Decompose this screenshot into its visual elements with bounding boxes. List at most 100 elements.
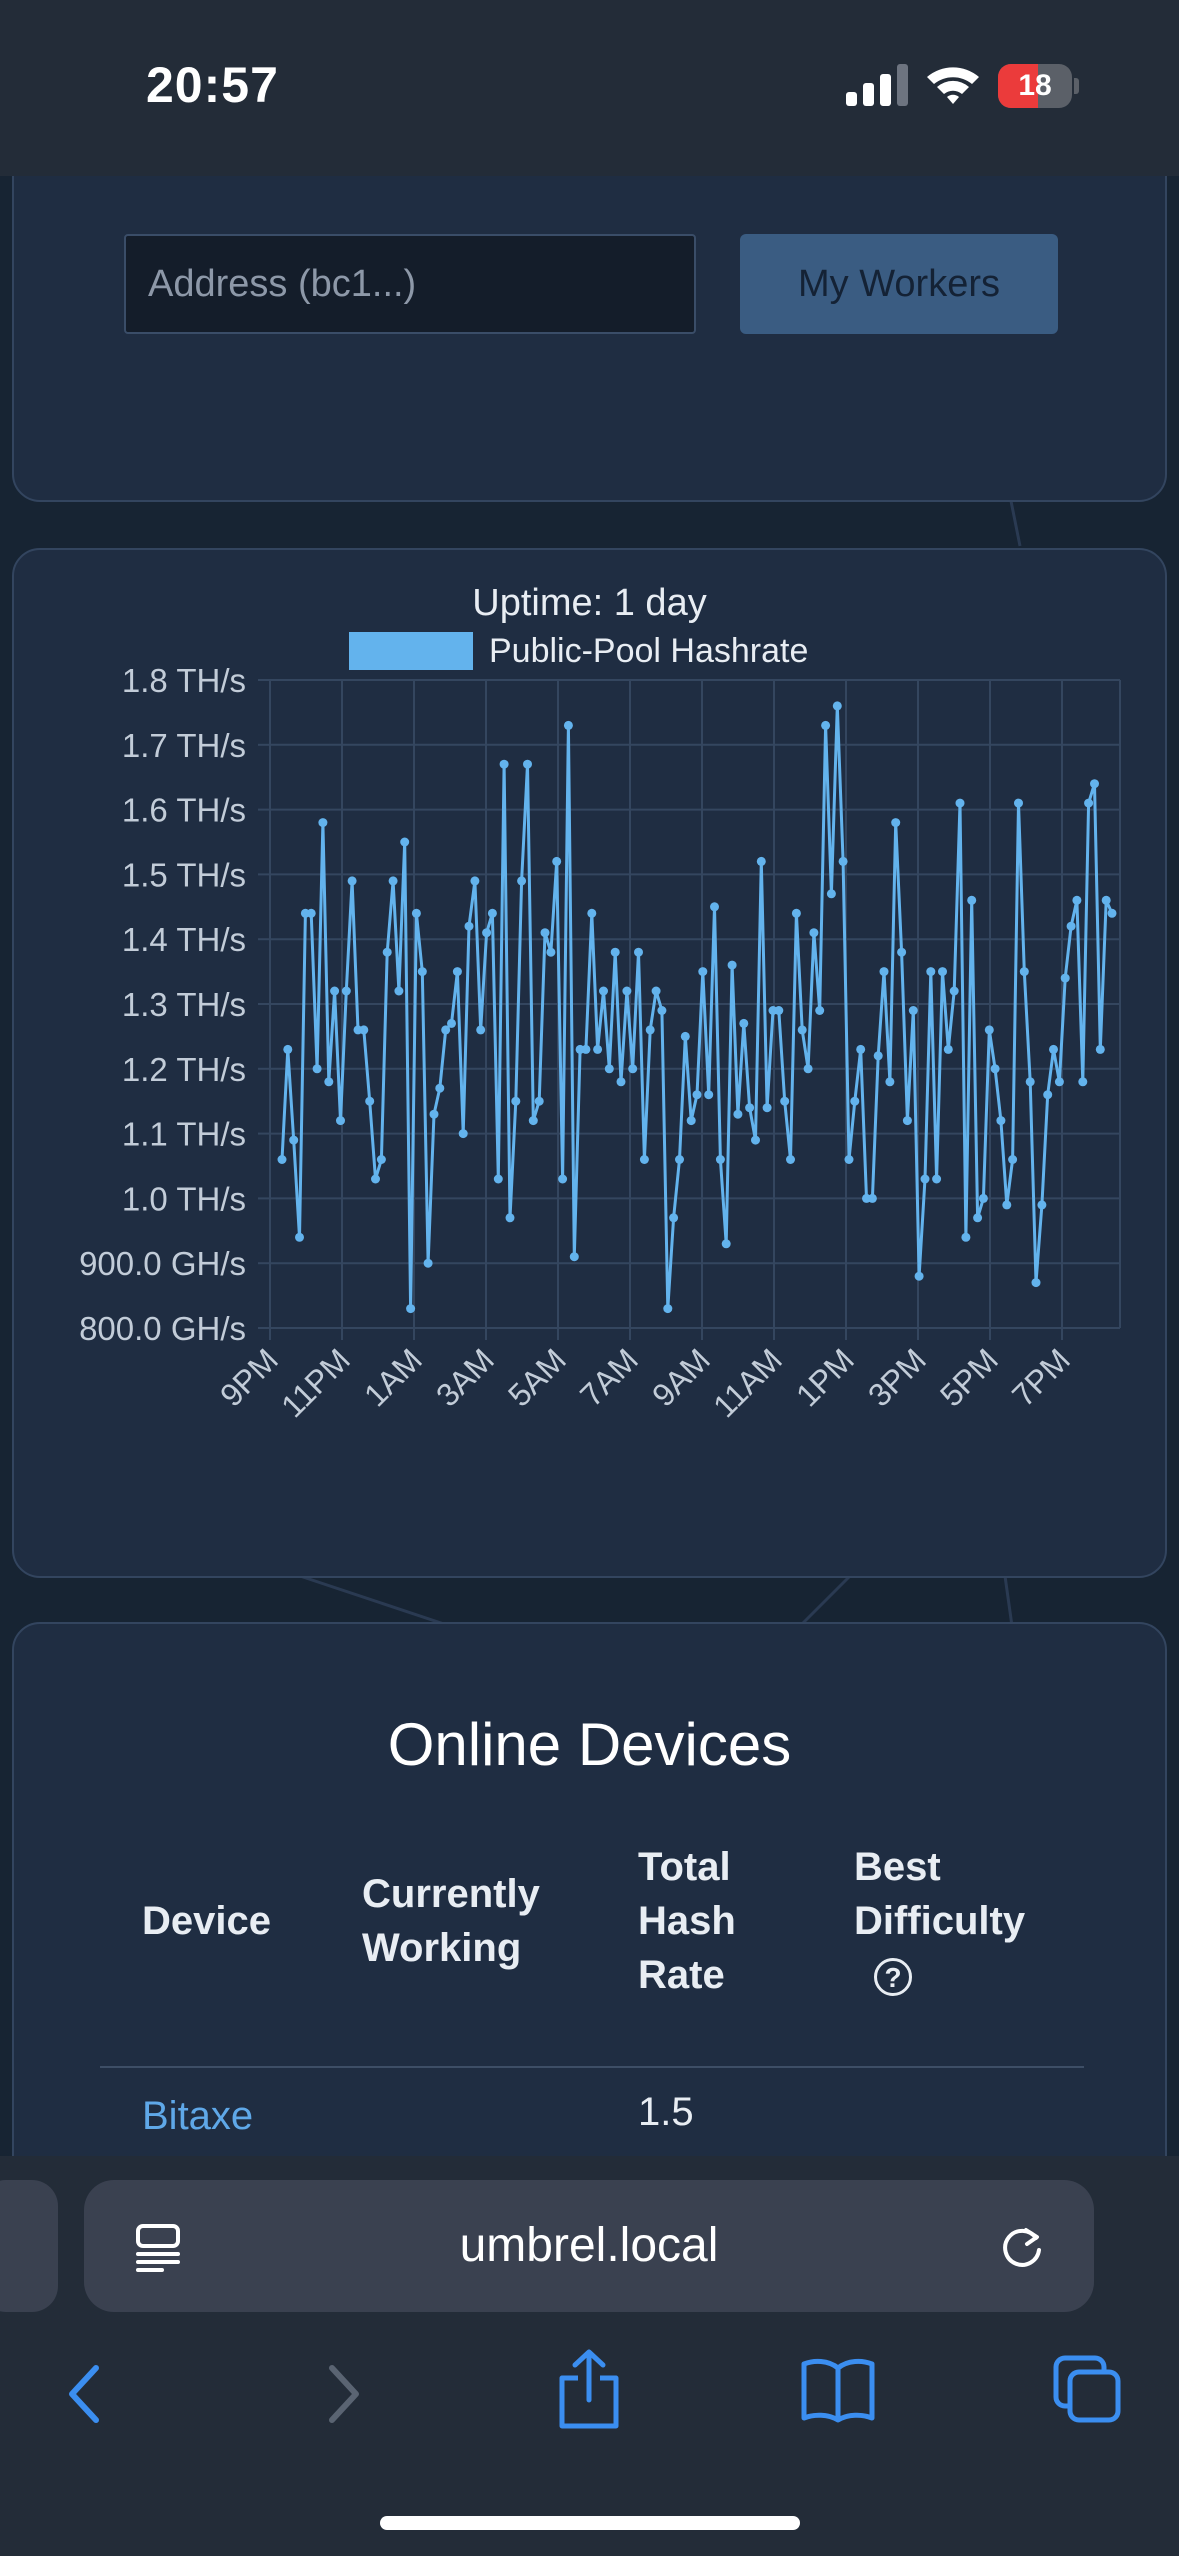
hashrate-point[interactable] [318,818,328,828]
hashrate-point[interactable] [388,876,398,886]
hashrate-point[interactable] [289,1135,299,1145]
hashrate-point[interactable] [599,986,608,996]
hashrate-point[interactable] [879,967,889,977]
hashrate-point[interactable] [552,856,562,866]
hashrate-point[interactable] [920,1174,930,1184]
hashrate-point[interactable] [365,1096,375,1106]
hashrate-point[interactable] [411,908,421,918]
hashrate-point[interactable] [826,889,836,899]
share-icon[interactable] [554,2348,624,2432]
hashrate-point[interactable] [639,1155,649,1164]
hashrate-point[interactable] [1049,1044,1058,1054]
hashrate-point[interactable] [283,1044,293,1054]
web-page[interactable]: My Workers Uptime: 1 day Public-Pool Has… [0,176,1179,2156]
legend-label[interactable]: Public-Pool Hashrate [489,632,808,670]
hashrate-point[interactable] [1101,895,1111,905]
hashrate-point[interactable] [382,947,392,957]
hashrate-point[interactable] [949,986,959,996]
hashrate-point[interactable] [1072,895,1082,905]
hashrate-point[interactable] [984,1025,994,1035]
hashrate-point[interactable] [505,1213,515,1223]
hashrate-point[interactable] [1084,798,1094,808]
hashrate-point[interactable] [400,837,410,847]
hashrate-point[interactable] [762,1103,772,1113]
hashrate-point[interactable] [786,1155,795,1164]
hashrate-point[interactable] [897,947,907,957]
hashrate-point[interactable] [686,1116,696,1126]
hashrate-point[interactable] [417,967,427,977]
hashrate-point[interactable] [1054,1077,1064,1087]
hashrate-point[interactable] [429,1109,439,1119]
back-icon[interactable] [62,2362,110,2426]
hashrate-point[interactable] [710,902,719,912]
bookmarks-icon[interactable] [800,2356,876,2424]
hashrate-point[interactable] [634,947,643,957]
hashrate-point[interactable] [1037,1200,1047,1210]
hashrate-point[interactable] [277,1155,287,1164]
hashrate-point[interactable] [1066,921,1076,931]
hashrate-point[interactable] [669,1213,679,1223]
hashrate-point[interactable] [604,1064,614,1074]
my-workers-button[interactable]: My Workers [740,234,1058,334]
hashrate-point[interactable] [739,1018,749,1028]
hashrate-point[interactable] [295,1232,304,1242]
url-text[interactable]: umbrel.local [459,2219,719,2272]
tabs-icon[interactable] [1052,2354,1124,2426]
hashrate-point[interactable] [891,818,901,828]
hashrate-point[interactable] [645,1025,655,1035]
hashrate-point[interactable] [692,1090,702,1100]
hashrate-point[interactable] [721,1239,731,1249]
hashrate-point[interactable] [651,986,661,996]
hashrate-point[interactable] [1019,967,1029,977]
hashrate-point[interactable] [458,1129,468,1139]
hashrate-point[interactable] [791,908,801,918]
hashrate-point[interactable] [838,856,848,866]
hashrate-point[interactable] [1025,1077,1035,1087]
hashrate-point[interactable] [406,1304,416,1314]
hashrate-point[interactable] [1031,1278,1041,1288]
hashrate-point[interactable] [1095,1044,1105,1054]
hashrate-point[interactable] [908,1006,918,1015]
hashrate-point[interactable] [873,1051,883,1061]
hashrate-point[interactable] [902,1116,912,1126]
hashrate-point[interactable] [534,1096,544,1106]
hashrate-point[interactable] [336,1116,345,1126]
hashrate-point[interactable] [341,986,351,996]
hashrate-point[interactable] [482,928,492,938]
hashrate-point[interactable] [797,1025,807,1035]
hashrate-point[interactable] [1014,798,1023,808]
hashrate-point[interactable] [867,1193,877,1203]
hashrate-point[interactable] [961,1232,971,1242]
hashrate-point[interactable] [569,1252,579,1262]
hashrate-point[interactable] [470,876,480,886]
hashrate-point[interactable] [663,1304,673,1314]
address-bar[interactable]: umbrel.local [84,2180,1094,2312]
hashrate-point[interactable] [815,1006,825,1015]
hashrate-point[interactable] [435,1083,445,1093]
hashrate-point[interactable] [914,1271,924,1281]
hashrate-point[interactable] [528,1116,538,1126]
hashrate-point[interactable] [324,1077,334,1087]
hashrate-point[interactable] [698,967,708,977]
hashrate-point[interactable] [546,947,556,957]
hashrate-point[interactable] [476,1025,486,1035]
reload-icon[interactable] [996,2220,1048,2272]
address-input[interactable] [124,234,696,334]
hashrate-point[interactable] [955,798,965,808]
hashrate-point[interactable] [1008,1155,1018,1164]
hashrate-point[interactable] [394,986,404,996]
hashrate-point[interactable] [464,921,474,931]
hashrate-point[interactable] [1002,1200,1012,1210]
hashrate-point[interactable] [803,1064,813,1074]
hashrate-point[interactable] [715,1155,725,1164]
hashrate-point[interactable] [1078,1077,1088,1087]
hashrate-point[interactable] [680,1031,690,1041]
hashrate-point[interactable] [938,967,947,977]
hashrate-point[interactable] [657,1006,667,1015]
hashrate-point[interactable] [359,1025,369,1035]
hashrate-point[interactable] [558,1174,568,1184]
hashrate-point[interactable] [330,986,340,996]
previous-tab-preview[interactable] [0,2180,58,2312]
hashrate-point[interactable] [622,986,632,996]
hashrate-point[interactable] [452,967,462,977]
